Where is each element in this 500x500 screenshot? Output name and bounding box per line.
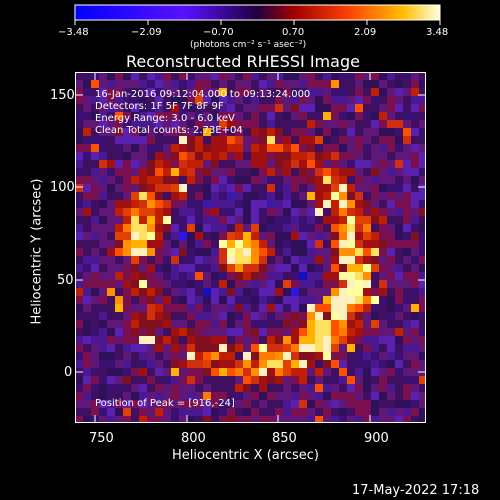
colorbar-tick-label: 0.70 [282, 27, 305, 38]
y-tick-label: 0 [64, 365, 73, 380]
colorbar-tick-label: 2.09 [354, 27, 377, 38]
x-axis-label: Heliocentric X (arcsec) [172, 448, 319, 463]
colorbar-tick-label: −3.48 [58, 27, 89, 38]
footer-date: 17-May-2022 17:18 [352, 483, 480, 498]
plot-title: Reconstructed RHESSI Image [126, 52, 360, 71]
colorbar [74, 4, 441, 21]
time-range-annotation: 16-Jan-2016 09:12:04.000 to 09:13:24.000 [95, 89, 311, 100]
axis-tick-marks [75, 72, 426, 423]
image-pixels [75, 72, 426, 423]
peak-position-annotation: Position of Peak = [916,-24] [95, 398, 235, 409]
colorbar-units: (photons cm⁻² s⁻¹ asec⁻²) [190, 40, 307, 50]
x-tick-label: 800 [181, 431, 206, 446]
y-axis-label: Heliocentric Y (arcsec) [29, 178, 45, 325]
detectors-annotation: Detectors: 1F 5F 7F 8F 9F [95, 101, 224, 112]
y-tick-label: 50 [57, 273, 74, 288]
y-tick-label: 100 [50, 180, 75, 195]
colorbar-tick-label: 3.48 [426, 27, 449, 38]
clean-counts-annotation: Clean Total counts: 2.73E+04 [95, 125, 243, 136]
colorbar-tick-marks [74, 20, 441, 25]
energy-range-annotation: Energy Range: 3.0 - 6.0 keV [95, 113, 235, 124]
y-tick-label: 150 [50, 88, 75, 103]
x-tick-label: 900 [364, 431, 389, 446]
x-tick-label: 850 [272, 431, 297, 446]
colorbar-tick-label: −2.09 [131, 27, 162, 38]
x-tick-label: 750 [89, 431, 114, 446]
colorbar-tick-label: −0.70 [203, 27, 234, 38]
